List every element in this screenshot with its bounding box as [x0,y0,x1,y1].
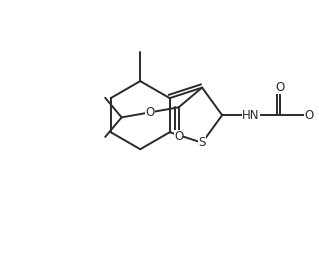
Text: S: S [198,136,206,149]
Text: O: O [275,81,285,94]
Text: HN: HN [242,109,260,122]
Text: O: O [145,106,155,119]
Text: O: O [304,109,314,122]
Text: O: O [174,130,183,143]
